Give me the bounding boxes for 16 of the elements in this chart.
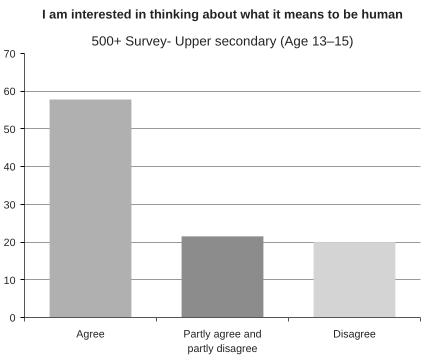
- bar: [182, 236, 264, 318]
- bar: [314, 242, 396, 318]
- x-tick-label: Partly agree and partly disagree: [183, 328, 262, 355]
- y-tick-label: 60: [4, 86, 16, 98]
- y-tick-label: 30: [4, 199, 16, 212]
- y-tick-label: 40: [4, 162, 16, 174]
- x-tick-label: Disagree: [333, 328, 376, 340]
- y-tick-label: 50: [4, 124, 16, 136]
- chart-subtitle: 500+ Survey- Upper secondary (Age 13–15): [92, 34, 354, 48]
- y-tick-label: 10: [4, 274, 16, 287]
- chart-title: I am interested in thinking about what it means to be human: [42, 8, 403, 22]
- y-tick-label: 70: [4, 48, 16, 60]
- bar: [50, 100, 132, 318]
- y-tick-label: 0: [10, 312, 16, 324]
- y-tick-label: 20: [4, 237, 16, 250]
- x-tick-label: Agree: [76, 328, 105, 340]
